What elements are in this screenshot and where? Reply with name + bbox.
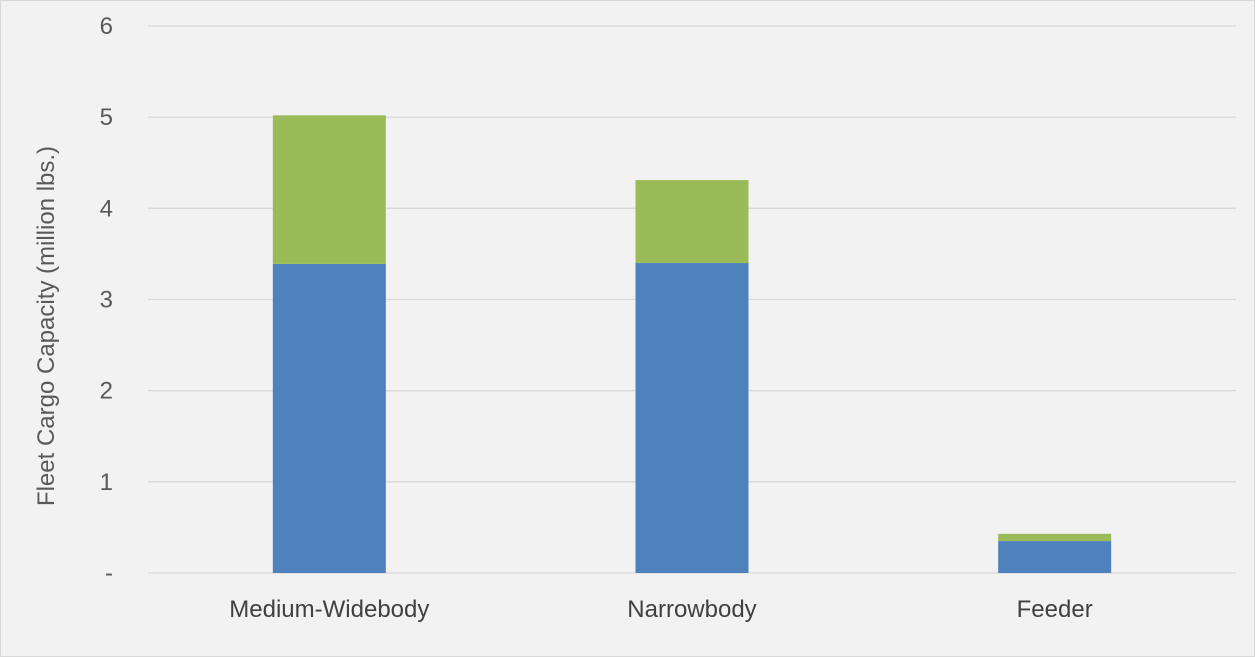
y-tick-label: 5	[100, 104, 113, 131]
y-tick-label: 2	[100, 378, 113, 405]
x-axis-categories: Medium-Widebody Narrowbody Feeder	[229, 596, 1092, 623]
bar-feeder-segment-2	[998, 533, 1112, 542]
bar-medium-widebody-segment-2	[272, 115, 386, 264]
y-tick-label: 3	[100, 287, 113, 314]
y-tick-label: -	[105, 560, 113, 587]
x-category-label: Feeder	[1017, 596, 1093, 623]
x-category-label: Medium-Widebody	[229, 596, 429, 623]
bar-feeder-segment-1	[998, 541, 1112, 573]
y-tick-label: 4	[100, 195, 113, 222]
bar-narrowbody-segment-2	[635, 180, 749, 264]
y-tick-label: 1	[100, 469, 113, 496]
y-tick-label: 6	[100, 13, 113, 40]
bar-medium-widebody-segment-1	[272, 263, 386, 573]
bars	[272, 115, 1112, 573]
bar-narrowbody-segment-1	[635, 263, 749, 573]
y-axis-title: Fleet Cargo Capacity (million lbs.)	[33, 146, 60, 506]
x-category-label: Narrowbody	[627, 596, 756, 623]
y-axis-ticks: - 1 2 3 4 5 6	[100, 13, 113, 587]
